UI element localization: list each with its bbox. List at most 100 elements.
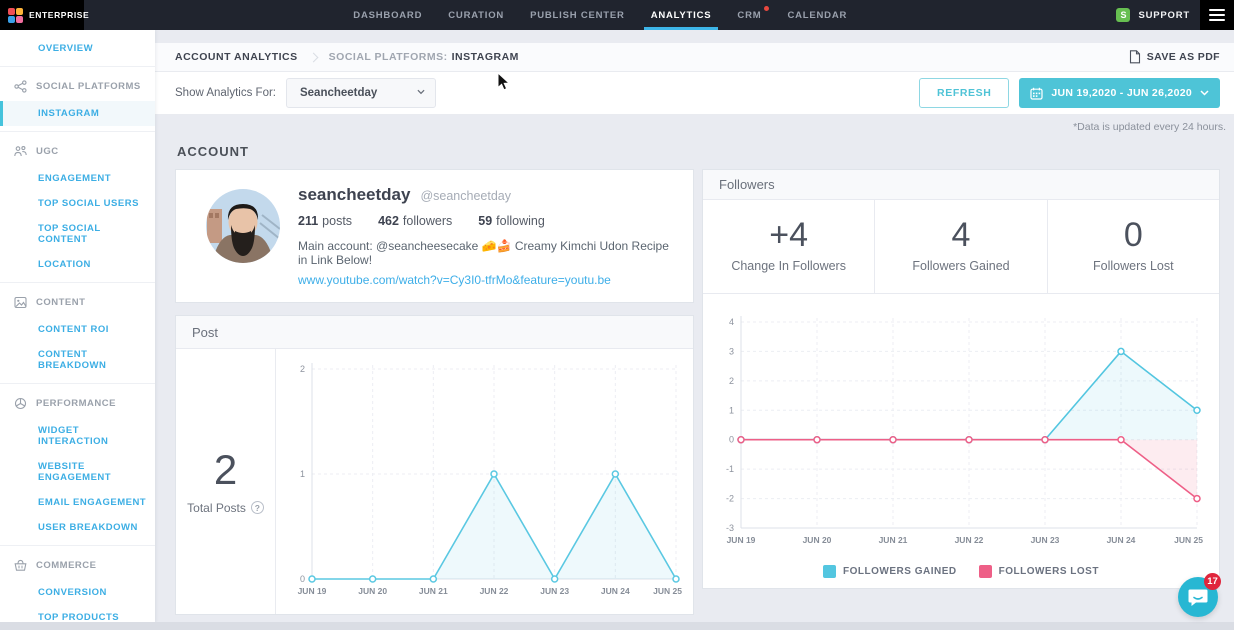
account-select-value: Seancheetday (299, 87, 378, 99)
chevron-down-icon (1200, 90, 1209, 96)
total-posts-label: Total Posts (187, 500, 246, 515)
svg-text:JUN 22: JUN 22 (480, 586, 509, 596)
svg-text:4: 4 (729, 317, 734, 327)
brand-logo[interactable]: ENTERPRISE (0, 0, 89, 30)
followers-stats: +4 Change In Followers 4 Followers Gained 0 F… (703, 199, 1219, 294)
hamburger-menu-icon[interactable] (1199, 0, 1234, 30)
sidebar-item-email-engagement[interactable]: EMAIL ENGAGEMENT (38, 497, 147, 508)
followers-stat-followers-gained: 4 Followers Gained (874, 199, 1046, 293)
controls-bar: Show Analytics For: Seancheetday REFRESH… (155, 72, 1234, 115)
breadcrumb: ACCOUNT ANALYTICS SOCIAL PLATFORMS: INST… (155, 43, 1234, 72)
profile-handle: @seancheetday (420, 189, 511, 203)
nav-tab-dashboard[interactable]: DASHBOARD (353, 9, 423, 21)
sidebar-divider (0, 131, 155, 132)
chat-widget-button[interactable]: 17 (1178, 573, 1221, 617)
pie-icon (14, 397, 27, 410)
account-profile-card: seancheetday @seancheetday 211 posts 462 fo… (175, 169, 694, 303)
legend-item-followers-lost: FOLLOWERS LOST (978, 565, 1099, 578)
sidebar-section-performance: PERFORMANCE (0, 389, 155, 418)
brand-logo-icon (8, 7, 23, 23)
sidebar-item-content-roi[interactable]: CONTENT ROI (38, 324, 109, 335)
content-area: ACCOUNT ANALYTICS SOCIAL PLATFORMS: INST… (155, 30, 1234, 622)
svg-text:0: 0 (300, 574, 305, 584)
svg-text:-2: -2 (726, 494, 734, 504)
breadcrumb-account-analytics[interactable]: ACCOUNT ANALYTICS (175, 51, 298, 63)
svg-text:2: 2 (729, 376, 734, 386)
sidebar-divider (0, 66, 155, 67)
followers-panel: Followers +4 Change In Followers 4 Follower… (702, 169, 1220, 589)
profile-stat-followers: 462 followers (378, 214, 453, 228)
legend-swatch (978, 565, 992, 578)
chevron-down-icon (417, 89, 425, 97)
svg-text:JUN 22: JUN 22 (955, 535, 984, 545)
sidebar-item-conversion[interactable]: CONVERSION (38, 587, 107, 598)
help-icon[interactable]: ? (250, 501, 264, 514)
post-panel-header: Post (176, 316, 693, 349)
profile-stat-following: 59 following (478, 214, 545, 228)
breadcrumb-social-platforms: SOCIAL PLATFORMS: (328, 51, 448, 63)
svg-text:1: 1 (729, 405, 734, 415)
sidebar-item-location[interactable]: LOCATION (38, 259, 91, 270)
sidebar-item-instagram[interactable]: INSTAGRAM (0, 101, 155, 126)
sidebar-item-top-products[interactable]: TOP PRODUCTS (38, 612, 120, 622)
sidebar-item-content-breakdown[interactable]: CONTENT BREAKDOWN (38, 349, 107, 371)
main-panel: ACCOUNT (155, 138, 1234, 622)
nav-tab-curation[interactable]: CURATION (448, 9, 505, 21)
sidebar-section-content: CONTENT (0, 288, 155, 317)
sidebar-item-widget-interaction[interactable]: WIDGET INTERACTION (38, 425, 109, 447)
sidebar-section-social-platforms: SOCIAL PLATFORMS (0, 72, 155, 101)
sidebar-item-top-social-content[interactable]: TOP SOCIAL CONTENT (38, 223, 101, 245)
show-analytics-label: Show Analytics For: (175, 87, 276, 99)
followers-panel-header: Followers (703, 170, 1219, 200)
svg-text:JUN 20: JUN 20 (358, 586, 387, 596)
followers-stat-followers-lost: 0 Followers Lost (1046, 199, 1219, 293)
nav-tab-crm[interactable]: CRM (724, 0, 774, 30)
followers-chart: -3 -2 -1 0 1 2 3 4 JUN 19 JUN 20 JUN 21 JUN 22 JUN 2… (703, 294, 1219, 561)
legend-item-followers-gained: FOLLOWERS GAINED (823, 565, 957, 578)
svg-text:JUN 24: JUN 24 (1107, 535, 1136, 545)
sidebar-item-overview[interactable]: OVERVIEW (38, 43, 94, 54)
date-range-button[interactable]: JUN 19,2020 - JUN 26,2020 (1019, 78, 1220, 108)
svg-text:0: 0 (729, 435, 734, 445)
sidebar-divider (0, 383, 155, 384)
support-link[interactable]: SUPPORT (1138, 9, 1190, 21)
nav-tab-analytics[interactable]: ANALYTICS (638, 0, 725, 30)
top-nav: ENTERPRISE DASHBOARD CURATION PUBLISH CENT… (0, 0, 1234, 30)
svg-text:JUN 20: JUN 20 (803, 535, 832, 545)
svg-text:JUN 23: JUN 23 (1031, 535, 1060, 545)
profile-stats: 211 posts 462 followers 59 following (298, 214, 675, 228)
account-select-dropdown[interactable]: Seancheetday (285, 78, 436, 108)
profile-bio-link[interactable]: www.youtube.com/watch?v=Cy3I0-tfrMo&feat… (298, 273, 611, 287)
chat-notification-badge: 17 (1204, 573, 1221, 590)
account-section-title: ACCOUNT (177, 144, 249, 159)
share-icon (14, 80, 27, 93)
chart-legend: FOLLOWERS GAINED FOLLOWERS LOST (703, 561, 1219, 588)
save-as-pdf-button[interactable]: SAVE AS PDF (1129, 50, 1220, 64)
sidebar-section-ugc: UGC (0, 137, 155, 166)
svg-text:1: 1 (300, 469, 305, 479)
calendar-icon (1030, 87, 1044, 100)
avatar (206, 189, 280, 263)
nav-tab-publish-center[interactable]: PUBLISH CENTER (530, 9, 625, 21)
sidebar-section-commerce: COMMERCE (0, 551, 155, 580)
nav-tabs: DASHBOARD CURATION PUBLISH CENTER ANALYTICS… (340, 0, 860, 30)
chevron-right-icon (308, 52, 319, 62)
basket-icon (14, 559, 27, 572)
nav-tab-calendar[interactable]: CALENDAR (787, 9, 848, 21)
nav-right: S SUPPORT (1116, 0, 1200, 30)
total-posts-stat: 2 Total Posts ? (176, 349, 276, 614)
image-icon (14, 296, 27, 309)
sidebar-inner: OVERVIEW SOCIAL PLATFORMS INSTAGRAM UGC ENG… (0, 30, 155, 622)
svg-text:JUN 19: JUN 19 (727, 535, 756, 545)
brand-name: ENTERPRISE (29, 10, 90, 20)
profile-name: seancheetday (298, 185, 411, 204)
refresh-button[interactable]: REFRESH (919, 78, 1010, 108)
users-icon (14, 145, 27, 158)
svg-text:-3: -3 (726, 523, 734, 533)
sidebar-item-user-breakdown[interactable]: USER BREAKDOWN (38, 522, 138, 533)
svg-text:JUN 21: JUN 21 (879, 535, 908, 545)
sidebar-item-website-engagement[interactable]: WEBSITE ENGAGEMENT (38, 461, 112, 483)
sidebar-item-engagement[interactable]: ENGAGEMENT (38, 173, 112, 184)
data-update-note: *Data is updated every 24 hours. (1073, 120, 1226, 133)
sidebar-item-top-social-users[interactable]: TOP SOCIAL USERS (38, 198, 139, 209)
